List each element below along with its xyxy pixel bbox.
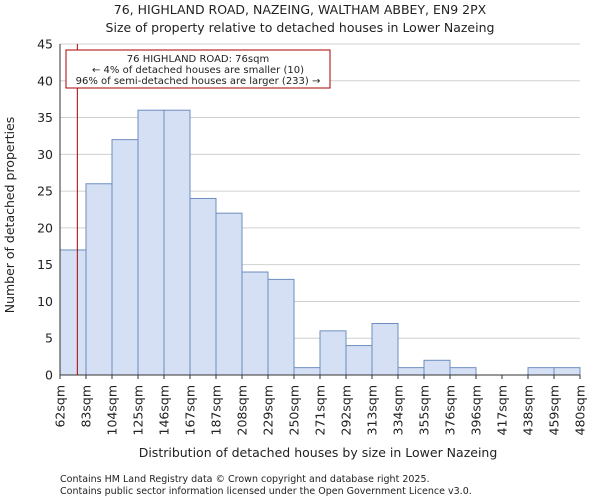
- y-tick-labels: 0 5 10 15 20 25 30 35 40 45: [37, 37, 53, 383]
- y-tick-label: 0: [45, 368, 53, 383]
- bar-62sqm: [59, 249, 87, 376]
- x-axis-label: Distribution of detached houses by size …: [139, 445, 498, 460]
- annotation-line-1: 76 HIGHLAND ROAD: 76sqm: [127, 54, 269, 65]
- bar-187sqm: [215, 212, 243, 376]
- y-tick-label: 45: [37, 37, 53, 52]
- x-tick-label: 271sqm: [313, 385, 328, 435]
- x-tick-labels: 62sqm 83sqm 104sqm 125sqm 146sqm 167sqm 187sqm…: [53, 375, 588, 435]
- y-tick-label: 40: [37, 73, 53, 88]
- x-tick-label: 229sqm: [261, 385, 276, 435]
- x-tick-label: 334sqm: [391, 385, 406, 435]
- bar-459sqm: [553, 367, 581, 376]
- y-tick-label: 30: [37, 147, 53, 162]
- bar-334sqm: [397, 367, 425, 376]
- x-tick-label: 396sqm: [469, 385, 484, 435]
- annotation-line-2: ← 4% of detached houses are smaller (10): [92, 65, 304, 76]
- x-tick-label: 480sqm: [573, 385, 588, 435]
- annotation-box: 76 HIGHLAND ROAD: 76sqm ← 4% of detached…: [65, 49, 331, 89]
- x-tick-label: 438sqm: [521, 385, 536, 435]
- x-tick-label: 417sqm: [495, 385, 510, 435]
- chart-subtitle: Size of property relative to detached ho…: [106, 20, 495, 35]
- y-tick-label: 5: [45, 331, 53, 346]
- bar-229sqm: [267, 278, 295, 376]
- bar-355sqm: [423, 359, 451, 376]
- y-tick-label: 35: [37, 110, 53, 125]
- x-tick-label: 104sqm: [105, 385, 120, 435]
- chart-title: 76, HIGHLAND ROAD, NAZEING, WALTHAM ABBE…: [114, 2, 487, 17]
- y-tick-label: 15: [37, 257, 53, 272]
- bar-104sqm: [111, 139, 139, 376]
- x-tick-label: 83sqm: [79, 385, 94, 428]
- x-tick-label: 376sqm: [443, 385, 458, 435]
- bar-125sqm: [137, 109, 165, 376]
- x-tick-label: 187sqm: [209, 385, 224, 435]
- bar-167sqm: [189, 197, 217, 376]
- annotation-frame: [65, 49, 331, 89]
- bars: [59, 109, 581, 376]
- y-axis-label: Number of detached properties: [2, 117, 17, 314]
- bar-271sqm: [319, 330, 347, 376]
- x-tick-label: 62sqm: [53, 385, 68, 428]
- x-tick-label: 250sqm: [287, 385, 302, 435]
- x-tick-label: 459sqm: [547, 385, 562, 435]
- bar-292sqm: [345, 345, 373, 376]
- footer-line-1: Contains HM Land Registry data © Crown c…: [60, 474, 430, 485]
- x-tick-label: 292sqm: [339, 385, 354, 435]
- x-tick-label: 313sqm: [365, 385, 380, 435]
- x-tick-label: 355sqm: [417, 385, 432, 435]
- bar-376sqm: [449, 367, 477, 376]
- bar-313sqm: [371, 323, 399, 376]
- bar-146sqm: [163, 109, 191, 376]
- x-tick-label: 208sqm: [235, 385, 250, 435]
- y-tick-label: 25: [37, 184, 53, 199]
- bar-208sqm: [241, 271, 269, 376]
- footer-line-2: Contains public sector information licen…: [60, 486, 472, 497]
- bar-83sqm: [85, 183, 113, 376]
- x-tick-label: 146sqm: [157, 385, 172, 435]
- x-tick-label: 167sqm: [183, 385, 198, 435]
- y-tick-label: 20: [37, 220, 53, 235]
- y-tick-label: 10: [37, 294, 53, 309]
- bar-438sqm: [527, 367, 555, 376]
- bar-250sqm: [293, 367, 321, 376]
- x-tick-label: 125sqm: [131, 385, 146, 435]
- annotation-line-3: 96% of semi-detached houses are larger (…: [76, 76, 321, 87]
